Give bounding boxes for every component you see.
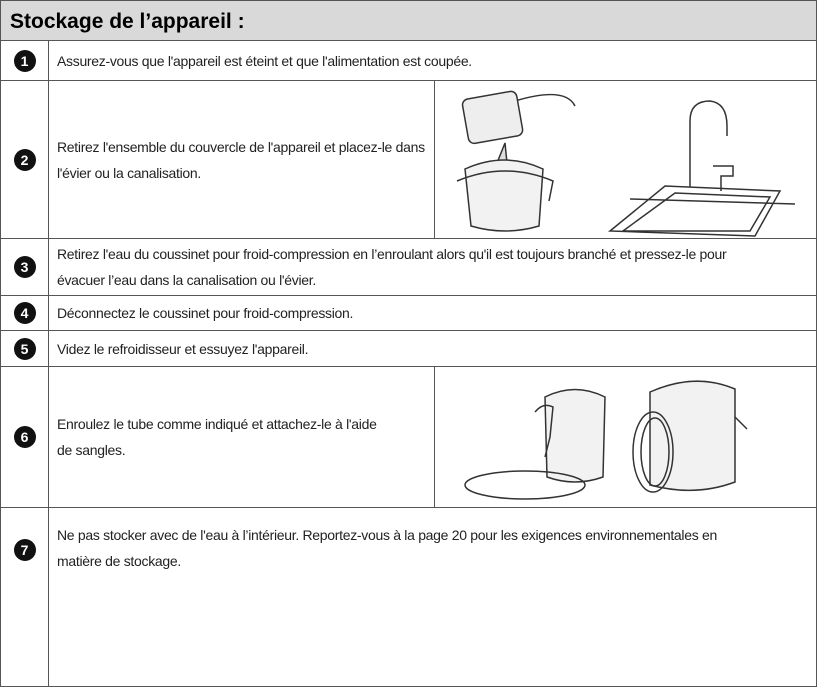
step-number-cell: 5 (0, 330, 49, 367)
step-number: 1 (13, 49, 36, 72)
step-number-cell: 3 (0, 238, 49, 296)
step-number: 7 (13, 539, 36, 561)
illustration (456, 90, 796, 237)
step-text: Videz le refroidisseur et essuyez l'appa… (48, 330, 817, 367)
step-text: Retirez l'eau du coussinet pour froid-co… (48, 238, 817, 296)
illustration-cell (434, 80, 817, 239)
step-number: 2 (13, 148, 36, 171)
step-text: Ne pas stocker avec de l'eau à l’intérie… (48, 507, 817, 687)
step-number-cell: 4 (0, 295, 49, 331)
step-number: 3 (13, 256, 36, 278)
step-number: 5 (13, 337, 36, 360)
step-number-cell: 1 (0, 40, 49, 81)
illustration (464, 380, 748, 500)
step-text: Déconnectez le coussinet pour froid-comp… (48, 295, 817, 331)
step-number-cell: 6 (0, 366, 49, 508)
step-number-cell: 7 (0, 507, 49, 687)
step-text: Assurez-vous que l'appareil est éteint e… (48, 40, 817, 81)
step-text: Enroulez le tube comme indiqué et attach… (48, 366, 435, 508)
header-title: Stockage de l’appareil : (0, 0, 817, 41)
step-number: 6 (13, 426, 36, 448)
illustration-cell (434, 366, 817, 508)
step-number-cell: 2 (0, 80, 49, 239)
step-text: Retirez l'ensemble du couvercle de l'app… (48, 80, 435, 239)
step-number: 4 (13, 302, 36, 324)
